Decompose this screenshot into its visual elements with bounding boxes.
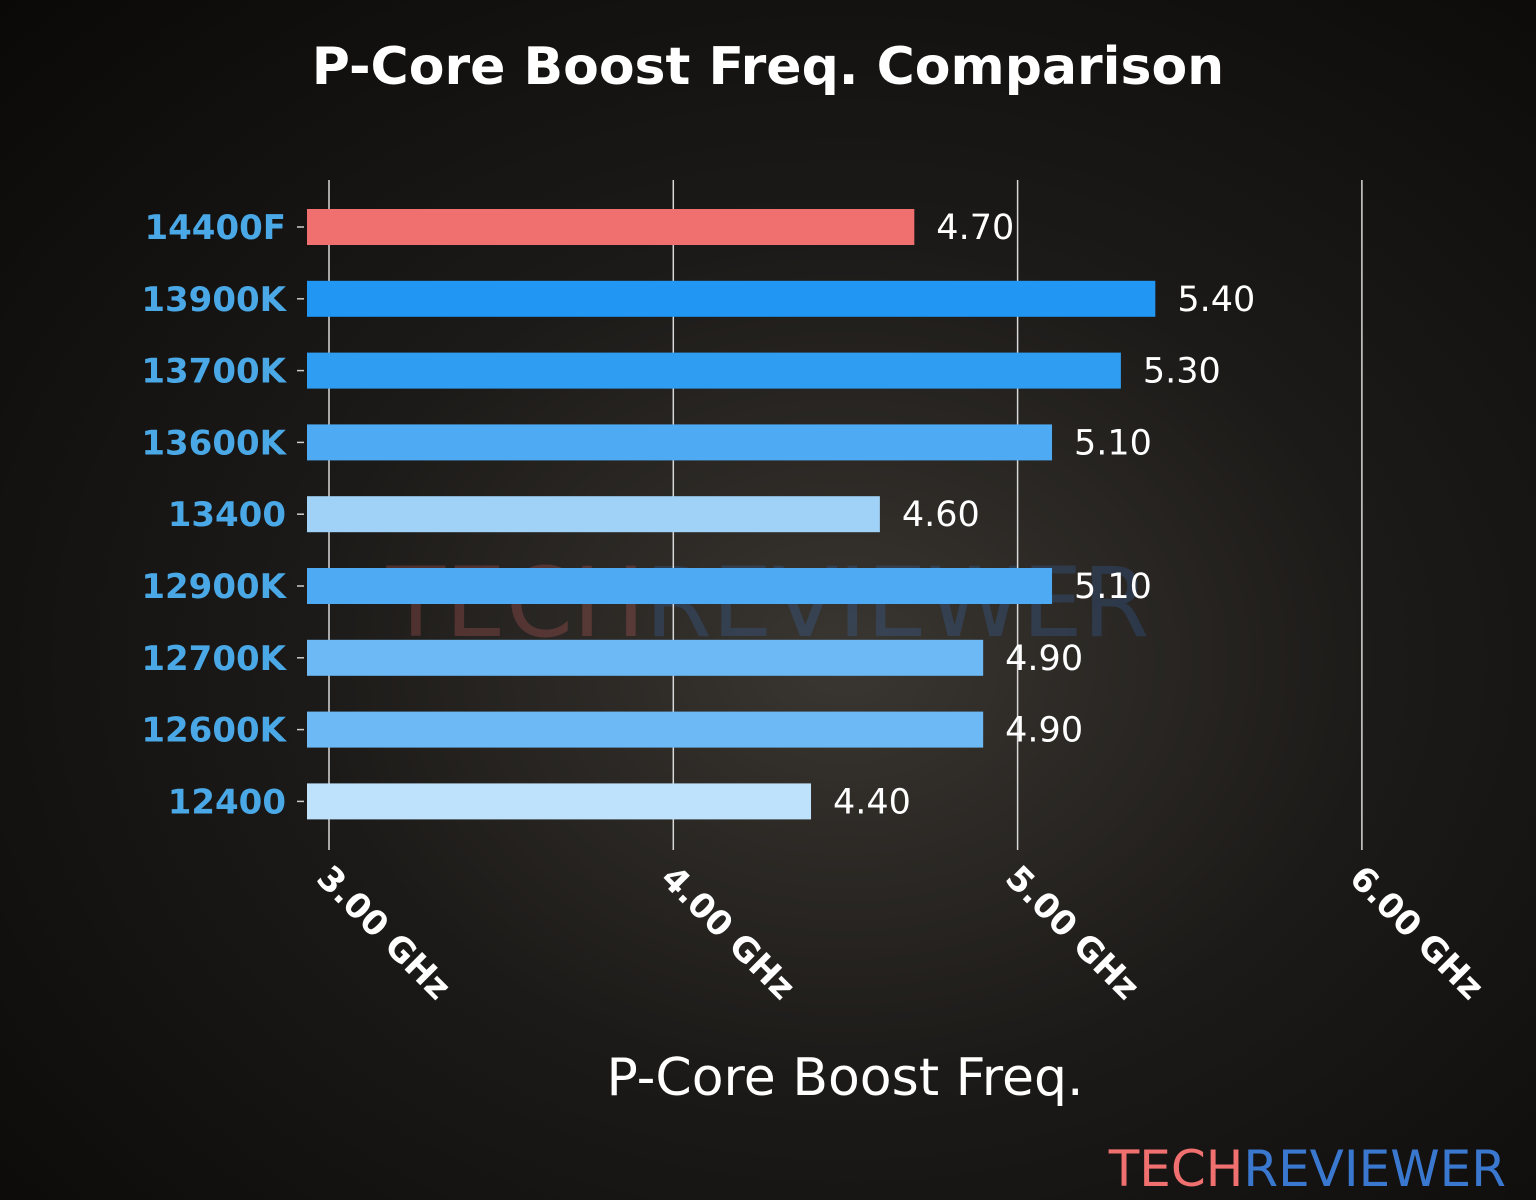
- category-label: 13700K: [141, 352, 287, 392]
- x-axis-label: P-Core Boost Freq.: [606, 1048, 1083, 1108]
- category-label: 12700K: [141, 639, 287, 679]
- value-label: 4.60: [902, 495, 980, 535]
- chart-title: P-Core Boost Freq. Comparison: [312, 37, 1224, 97]
- category-label: 13900K: [141, 280, 287, 320]
- value-label: 4.70: [936, 208, 1014, 248]
- value-label: 5.30: [1143, 352, 1221, 392]
- value-label: 5.40: [1177, 280, 1255, 320]
- logo-watermark: TECHREVIEWER: [1108, 1140, 1506, 1198]
- value-label: 4.40: [833, 782, 911, 822]
- x-tick-label: 4.00 GHz: [653, 858, 803, 1008]
- bar-12700K: [307, 639, 984, 676]
- bar-13900K: [307, 280, 1156, 317]
- bar-13700K: [307, 352, 1121, 389]
- value-label: 5.10: [1074, 423, 1152, 463]
- bar-12600K: [307, 711, 984, 748]
- bar-13600K: [307, 424, 1053, 461]
- bar-12400: [307, 783, 812, 820]
- value-label: 4.90: [1005, 639, 1083, 679]
- value-label: 4.90: [1005, 711, 1083, 751]
- category-label: 14400F: [144, 208, 286, 248]
- bar-14400F: [307, 209, 915, 245]
- category-label: 12900K: [141, 567, 287, 607]
- x-tick-label: 3.00 GHz: [309, 858, 459, 1008]
- value-label: 5.10: [1074, 567, 1152, 607]
- x-tick-label: 5.00 GHz: [997, 858, 1147, 1008]
- category-label: 12400: [168, 782, 286, 822]
- category-label: 13600K: [141, 423, 287, 463]
- category-label: 13400: [168, 495, 286, 535]
- category-label: 12600K: [141, 711, 287, 751]
- bar-13400: [307, 496, 880, 533]
- x-tick-label: 6.00 GHz: [1342, 858, 1492, 1008]
- bar-12900K: [307, 568, 1053, 604]
